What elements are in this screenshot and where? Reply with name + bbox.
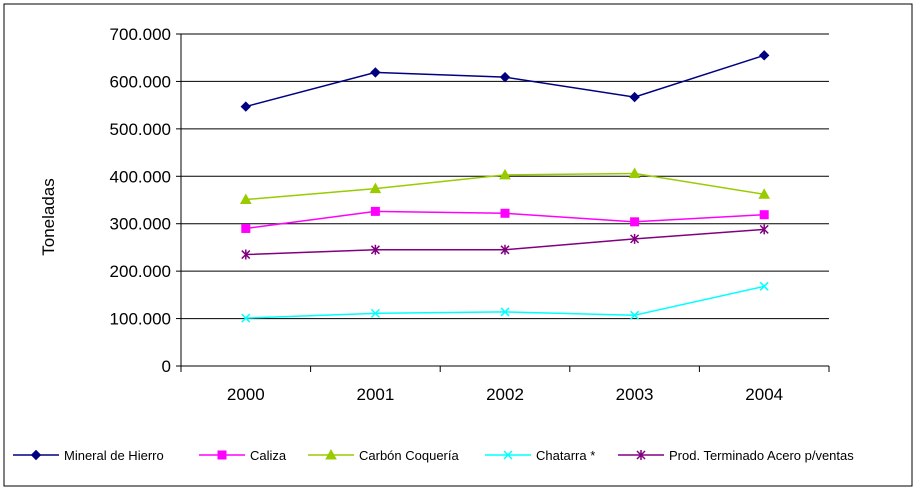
data-point <box>240 101 252 112</box>
y-tick-label: 400.000 <box>110 167 171 186</box>
x-tick-label: 2000 <box>227 385 265 404</box>
series-3 <box>241 281 769 323</box>
x-tick-label: 2002 <box>486 385 524 404</box>
chart-border <box>3 3 913 487</box>
y-tick-label: 100.000 <box>110 310 171 329</box>
legend-marker <box>325 448 337 460</box>
legend-item: Mineral de Hierro <box>13 448 164 463</box>
x-tick-labels: 2000 2001 2002 2003 2004 <box>227 385 783 404</box>
data-point <box>759 210 769 220</box>
x-tick-label: 2001 <box>356 385 394 404</box>
legend-label: Carbón Coquería <box>359 448 459 463</box>
legend-label: Chatarra * <box>536 448 595 463</box>
data-point <box>630 233 640 244</box>
legend-item: Prod. Terminado Acero p/ventas <box>618 448 854 463</box>
data-point <box>500 208 510 218</box>
data-point <box>499 71 511 83</box>
data-point <box>369 182 382 194</box>
series-4 <box>241 224 769 260</box>
data-point <box>759 281 769 291</box>
data-point <box>499 168 511 180</box>
data-point <box>629 91 640 103</box>
data-point <box>241 249 251 260</box>
data-point <box>370 67 381 78</box>
series-1 <box>241 206 769 233</box>
legend-label: Prod. Terminado Acero p/ventas <box>669 448 854 463</box>
y-tick-label: 700.000 <box>110 25 171 44</box>
series-0 <box>240 50 770 112</box>
data-point <box>241 313 251 323</box>
data-point <box>370 206 380 216</box>
data-point <box>758 188 771 199</box>
legend-label: Mineral de Hierro <box>64 448 164 463</box>
legend-marker <box>30 449 42 461</box>
legend: Mineral de Hierro Caliza Carbón Coquería Ch… <box>13 448 854 463</box>
data-point <box>758 50 770 61</box>
data-point <box>630 310 640 320</box>
x-tick-label: 2004 <box>745 385 783 404</box>
legend-item: Caliza <box>199 448 287 463</box>
data-point <box>239 193 252 205</box>
data-point <box>630 217 640 227</box>
y-tick-label: 600.000 <box>110 72 171 91</box>
series-lines <box>239 50 771 323</box>
y-tick-labels: 0 100.000 200.000 300.000 400.000 500.000 600.… <box>110 25 171 376</box>
legend-item: Carbón Coquería <box>308 448 459 463</box>
y-tick-label: 200.000 <box>110 262 171 281</box>
axes <box>176 33 830 372</box>
legend-marker <box>636 450 646 460</box>
legend-marker <box>217 450 227 460</box>
data-point <box>628 167 641 178</box>
legend-marker <box>503 450 513 460</box>
data-point <box>370 244 380 255</box>
y-tick-label: 0 <box>162 357 171 376</box>
y-tick-label: 300.000 <box>110 215 171 234</box>
legend-label: Caliza <box>250 448 287 463</box>
legend-item: Chatarra * <box>485 448 595 463</box>
data-point <box>500 307 510 317</box>
data-point <box>241 223 251 233</box>
y-axis-title: Toneladas <box>39 178 58 256</box>
y-tick-label: 500.000 <box>110 120 171 139</box>
data-point <box>759 224 769 235</box>
data-point <box>370 308 380 318</box>
x-tick-label: 2003 <box>616 385 654 404</box>
data-point <box>500 244 510 255</box>
series-2 <box>239 167 771 205</box>
